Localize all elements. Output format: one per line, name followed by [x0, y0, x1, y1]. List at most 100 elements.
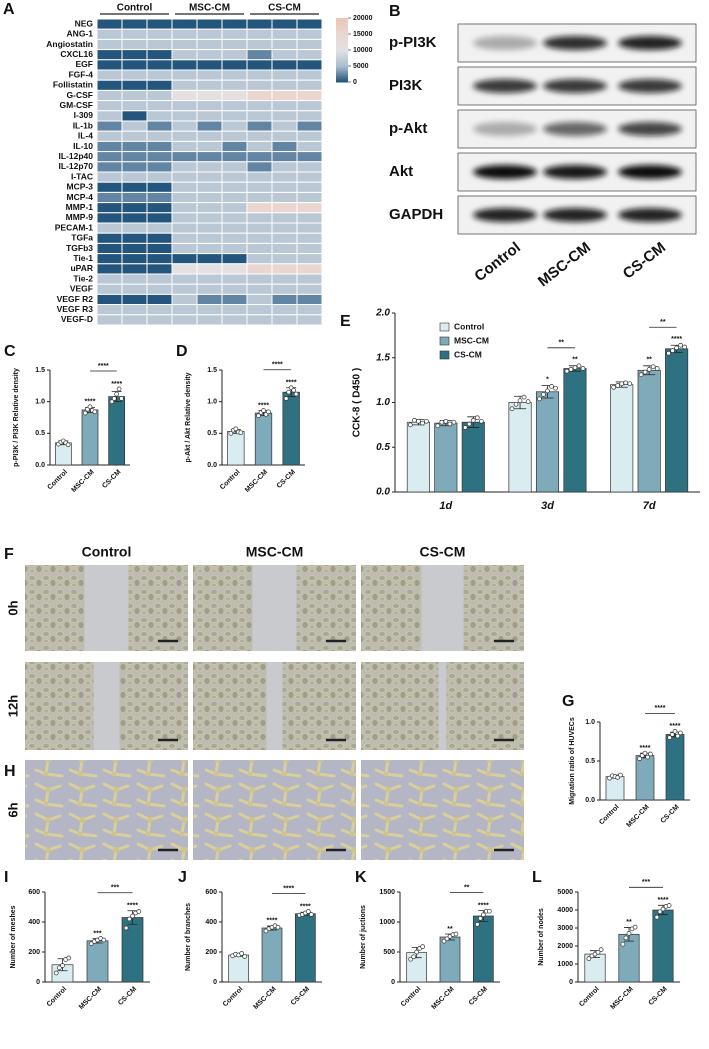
- data-point: [466, 421, 472, 427]
- wound-gap: [93, 662, 120, 750]
- heatmap-cell: [171, 304, 198, 316]
- heatmap-cell: [146, 191, 173, 204]
- heatmap-cell: [96, 130, 123, 142]
- y-axis-title: Number of juctions: [360, 905, 367, 969]
- blot-band: [473, 36, 537, 50]
- data-point: [228, 430, 234, 436]
- heatmap-cell: [246, 202, 273, 214]
- data-point: [620, 941, 626, 947]
- bar: [228, 954, 250, 983]
- row-label: MCP-3: [67, 182, 94, 192]
- data-point: [637, 756, 642, 762]
- row-label: VEGF: [70, 284, 93, 294]
- heatmap-cell: [171, 69, 198, 81]
- y-tick-label: 1000: [557, 961, 573, 968]
- heatmap-cell: [221, 130, 248, 142]
- data-point: [266, 409, 271, 415]
- heatmap-cell: [296, 89, 323, 102]
- x-tick-label: MSC-CM: [625, 804, 650, 829]
- heatmap-cell: [196, 171, 223, 183]
- colorbar-step: [336, 46, 348, 49]
- heatmap-cell: [146, 242, 173, 255]
- colorbar-step: [336, 54, 348, 57]
- colorbar-step: [336, 32, 348, 35]
- blot-band: [618, 165, 682, 179]
- heatmap-cell: [221, 222, 248, 234]
- heatmap-cell: [96, 49, 123, 61]
- colorbar-step: [336, 64, 348, 67]
- data-point: [65, 442, 71, 448]
- data-point: [626, 931, 632, 936]
- colorbar-step: [336, 66, 348, 69]
- bar: [86, 940, 109, 983]
- colorbar-tick-label: 10000: [353, 47, 373, 54]
- data-point: [670, 348, 675, 353]
- heatmap-cell: [221, 49, 248, 61]
- data-point: [92, 409, 98, 415]
- heatmap-cell: [171, 59, 198, 71]
- micrographs: F H Control MSC-CM CS-CM 0h 12h 6h: [4, 544, 524, 860]
- micrograph: [361, 760, 524, 860]
- blot-band: [473, 165, 537, 179]
- colorbar-step: [336, 43, 348, 46]
- heatmap-cell: [296, 59, 323, 71]
- heatmap-cell: [96, 191, 123, 204]
- bar: [652, 909, 674, 983]
- colorbar-step: [336, 21, 348, 24]
- heatmap-cell: [146, 304, 173, 316]
- data-point: [660, 906, 666, 912]
- colorbar-step: [336, 78, 348, 81]
- data-point: [598, 947, 604, 952]
- heatmap-cell: [296, 263, 323, 275]
- heatmap-cell: [96, 38, 123, 51]
- row-label: TGFa: [71, 233, 93, 243]
- row-label: IL-10: [73, 141, 93, 151]
- y-tick-label: 0.0: [585, 797, 595, 804]
- heatmap-cell: [146, 120, 173, 132]
- y-tick-label: 1.0: [207, 399, 217, 406]
- panel-label: C: [4, 343, 16, 360]
- colorbar-step: [336, 42, 348, 45]
- heatmap-cell: [296, 100, 323, 112]
- heatmap-cell: [96, 100, 123, 112]
- heatmap-cell: [96, 171, 123, 183]
- heatmap-cell: [271, 140, 298, 153]
- data-point: [305, 909, 311, 914]
- heatmap-cell: [196, 283, 223, 295]
- y-tick-label: 0.0: [35, 462, 45, 469]
- column-header: MSC-CM: [246, 544, 304, 560]
- bar: [665, 348, 689, 493]
- heatmap-cell: [121, 100, 148, 112]
- significance: ****: [658, 897, 669, 904]
- data-point: [443, 418, 449, 424]
- heatmap-cell: [221, 202, 248, 214]
- heatmap-cell: [221, 171, 248, 183]
- heatmap-cell: [296, 202, 323, 214]
- data-point: [411, 954, 417, 960]
- y-axis-title: Migration ratio of HUVECs: [569, 717, 576, 805]
- data-point: [123, 925, 129, 931]
- bar: [535, 391, 560, 493]
- heatmap-cell: [196, 18, 223, 30]
- heatmap-cell: [271, 120, 298, 132]
- colorbar-step: [336, 45, 348, 48]
- y-tick-label: 1.0: [585, 719, 595, 726]
- heatmap-cell: [146, 222, 173, 234]
- significance: ****: [267, 918, 278, 925]
- bar: [461, 421, 485, 493]
- heatmap-cell: [146, 110, 173, 122]
- data-point: [60, 963, 65, 968]
- data-point: [439, 419, 445, 425]
- heatmap-cell: [221, 140, 248, 153]
- heatmap-cell: [196, 28, 223, 40]
- bar: [282, 391, 300, 466]
- heatmap-cell: [221, 191, 248, 204]
- heatmap-cell: [246, 232, 273, 244]
- legend-swatch: [439, 336, 450, 346]
- heatmap-cell: [196, 110, 223, 122]
- heatmap-cell: [271, 191, 298, 204]
- data-point: [513, 401, 519, 407]
- blot-band: [473, 79, 537, 93]
- row-label: EGF: [76, 59, 93, 69]
- heatmap-cell: [171, 171, 198, 183]
